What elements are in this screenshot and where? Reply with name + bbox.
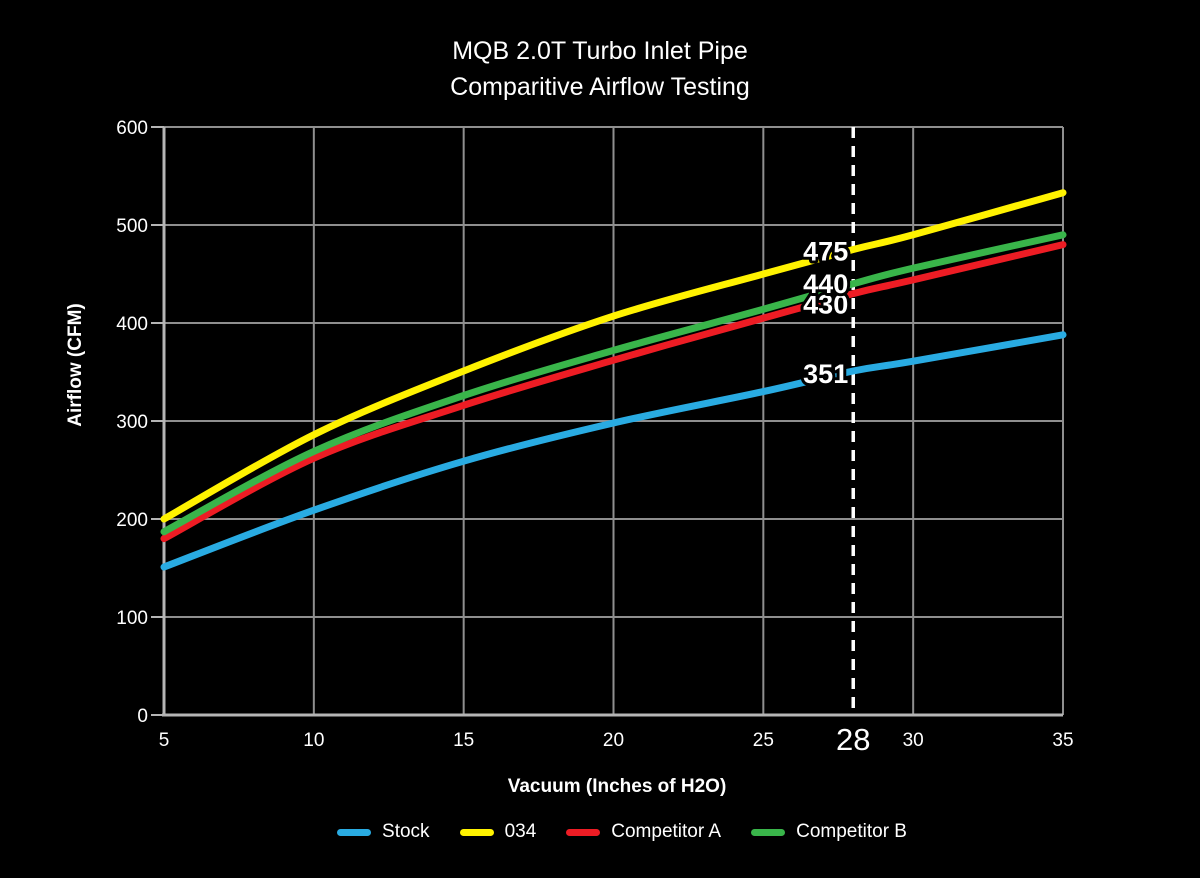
- callout-competitor-b: 440: [803, 269, 848, 299]
- callout-034: 475: [803, 237, 848, 267]
- gridlines: [163, 126, 1064, 716]
- x-tick-label-20: 20: [603, 730, 624, 751]
- x-axis-title: Vacuum (Inches of H2O): [508, 776, 727, 797]
- x-tick-label-25: 25: [753, 730, 774, 751]
- legend-swatch-stock: [337, 828, 372, 836]
- axes: [151, 126, 1063, 717]
- chart-title-line-2: Comparitive Airflow Testing: [450, 73, 750, 101]
- chart-title-line-1: MQB 2.0T Turbo Inlet Pipe: [452, 37, 748, 65]
- legend-label-stock: Stock: [382, 821, 430, 842]
- y-tick-label-400: 400: [116, 314, 148, 335]
- tick-labels: 0 100 200 300 400 500 600 5 10 15 20 25 30 35 28: [116, 118, 1073, 757]
- y-tick-label-0: 0: [137, 706, 148, 727]
- legend-swatch-competitor-b: [751, 828, 786, 836]
- legend-item-034: 034: [459, 821, 537, 843]
- y-tick-label-600: 600: [116, 118, 148, 139]
- y-tick-label-500: 500: [116, 216, 148, 237]
- legend-swatch-034: [459, 828, 494, 836]
- x-tick-label-5: 5: [159, 730, 170, 751]
- y-tick-label-200: 200: [116, 510, 148, 531]
- series-line-stock: [160, 331, 1067, 571]
- y-tick-label-100: 100: [116, 608, 148, 629]
- legend-item-competitor-a: Competitor A: [566, 821, 721, 843]
- series-line-competitor-b: [160, 231, 1067, 536]
- x-tick-label-highlight-28: 28: [836, 722, 870, 757]
- legend-item-stock: Stock: [337, 821, 430, 843]
- legend-label-competitor-b: Competitor B: [796, 821, 907, 842]
- series-line-competitor-a: [160, 241, 1067, 543]
- x-tick-label-10: 10: [303, 730, 324, 751]
- legend-label-034: 034: [504, 821, 537, 842]
- chart-legend: Stock 034 Competitor A Competitor B: [0, 819, 1200, 845]
- series-line-034: [160, 189, 1067, 523]
- callout-stock: 351: [803, 359, 848, 389]
- series-lines: [160, 189, 1067, 571]
- x-tick-label-15: 15: [453, 730, 474, 751]
- callout-competitor-a: 430: [803, 290, 848, 320]
- y-axis-title: Airflow (CFM): [65, 303, 86, 426]
- x-tick-label-30: 30: [903, 730, 924, 751]
- x-tick-label-35: 35: [1052, 730, 1073, 751]
- y-tick-label-300: 300: [116, 412, 148, 433]
- legend-swatch-competitor-a: [566, 828, 601, 836]
- legend-item-competitor-b: Competitor B: [751, 821, 907, 843]
- legend-label-competitor-a: Competitor A: [611, 821, 722, 842]
